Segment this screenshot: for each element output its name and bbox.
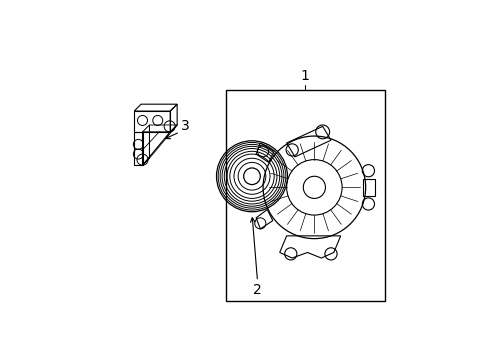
Text: 3: 3 <box>181 120 189 133</box>
Bar <box>134 111 170 132</box>
Text: 2: 2 <box>253 283 262 297</box>
Bar <box>362 179 375 196</box>
Bar <box>134 132 142 165</box>
Text: 1: 1 <box>300 69 308 84</box>
Bar <box>225 90 384 301</box>
